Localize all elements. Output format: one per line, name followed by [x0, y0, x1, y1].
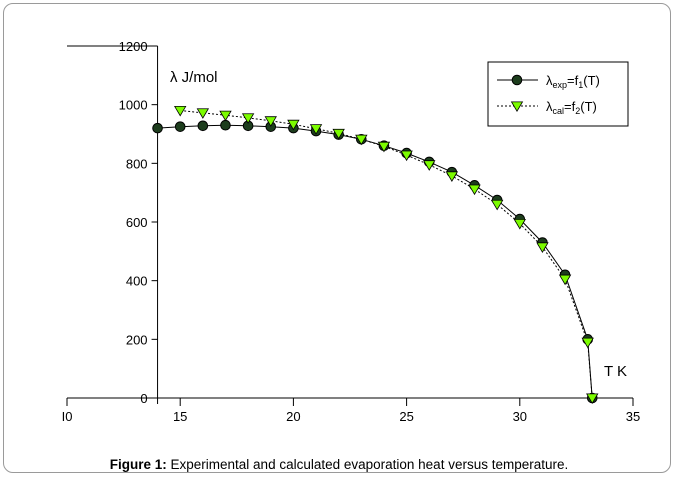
y-tick-label: 600	[126, 215, 148, 230]
data-point-cal	[219, 110, 232, 122]
data-point-exp	[152, 122, 163, 134]
data-point-cal	[309, 124, 323, 135]
y-tick-label: 0	[140, 391, 147, 406]
data-point-cal	[400, 150, 413, 162]
x-tick-label: 25	[399, 409, 413, 424]
data-point-exp	[174, 121, 186, 132]
data-point-cal	[241, 113, 255, 124]
x-tick-label: 20	[286, 409, 300, 424]
x-tick-label: 35	[626, 409, 640, 424]
data-point-cal	[536, 242, 549, 253]
caption-label: Figure 1:	[109, 457, 167, 472]
y-tick-label: 400	[126, 274, 148, 289]
data-point-cal	[586, 393, 599, 405]
data-point-cal	[490, 199, 504, 211]
data-point-cal	[196, 108, 210, 119]
x-tick-label: I0	[62, 409, 73, 424]
y-tick-label: 800	[126, 156, 148, 171]
y-tick-label: 200	[126, 332, 148, 347]
series-line-exp	[157, 124, 593, 399]
data-point-cal	[377, 141, 391, 153]
legend-label: λexp=f1(T)	[546, 73, 600, 90]
x-tick-label: 15	[173, 409, 187, 424]
data-point-cal	[558, 274, 572, 286]
data-point-exp	[220, 119, 231, 131]
data-point-cal	[174, 106, 187, 117]
data-point-cal	[445, 171, 459, 182]
legend: λexp=f1(T) λcal=f2(T)	[487, 61, 629, 127]
data-point-cal	[581, 337, 594, 349]
caption-text: Experimental and calculated evaporation …	[166, 457, 569, 472]
legend-box	[487, 61, 629, 127]
series-line-cal	[180, 110, 593, 399]
data-point-exp	[511, 74, 523, 86]
data-point-cal	[510, 101, 524, 113]
y-axis-label: λ J/mol	[170, 69, 218, 86]
axes: 0 200 400 600 800 1000 1200 I0 15 20 25 30 35	[62, 39, 641, 424]
data-point-cal	[287, 119, 300, 131]
figure-frame	[3, 3, 671, 473]
y-tick-label: 1200	[119, 39, 148, 54]
series-markers	[152, 106, 599, 405]
x-axis-label: T K	[604, 363, 627, 380]
data-point-cal	[513, 218, 526, 230]
x-tick-label: 30	[513, 409, 527, 424]
data-point-cal	[468, 184, 481, 196]
data-point-cal	[264, 116, 277, 127]
data-point-cal	[423, 160, 436, 171]
data-point-exp	[197, 120, 209, 132]
figure-caption: Figure 1: Experimental and calculated ev…	[0, 457, 678, 472]
legend-label: λcal=f2(T)	[546, 99, 597, 116]
y-tick-label: 1000	[119, 98, 148, 113]
data-point-cal	[332, 128, 345, 140]
data-point-cal	[355, 134, 368, 146]
series-lines	[157, 110, 593, 399]
